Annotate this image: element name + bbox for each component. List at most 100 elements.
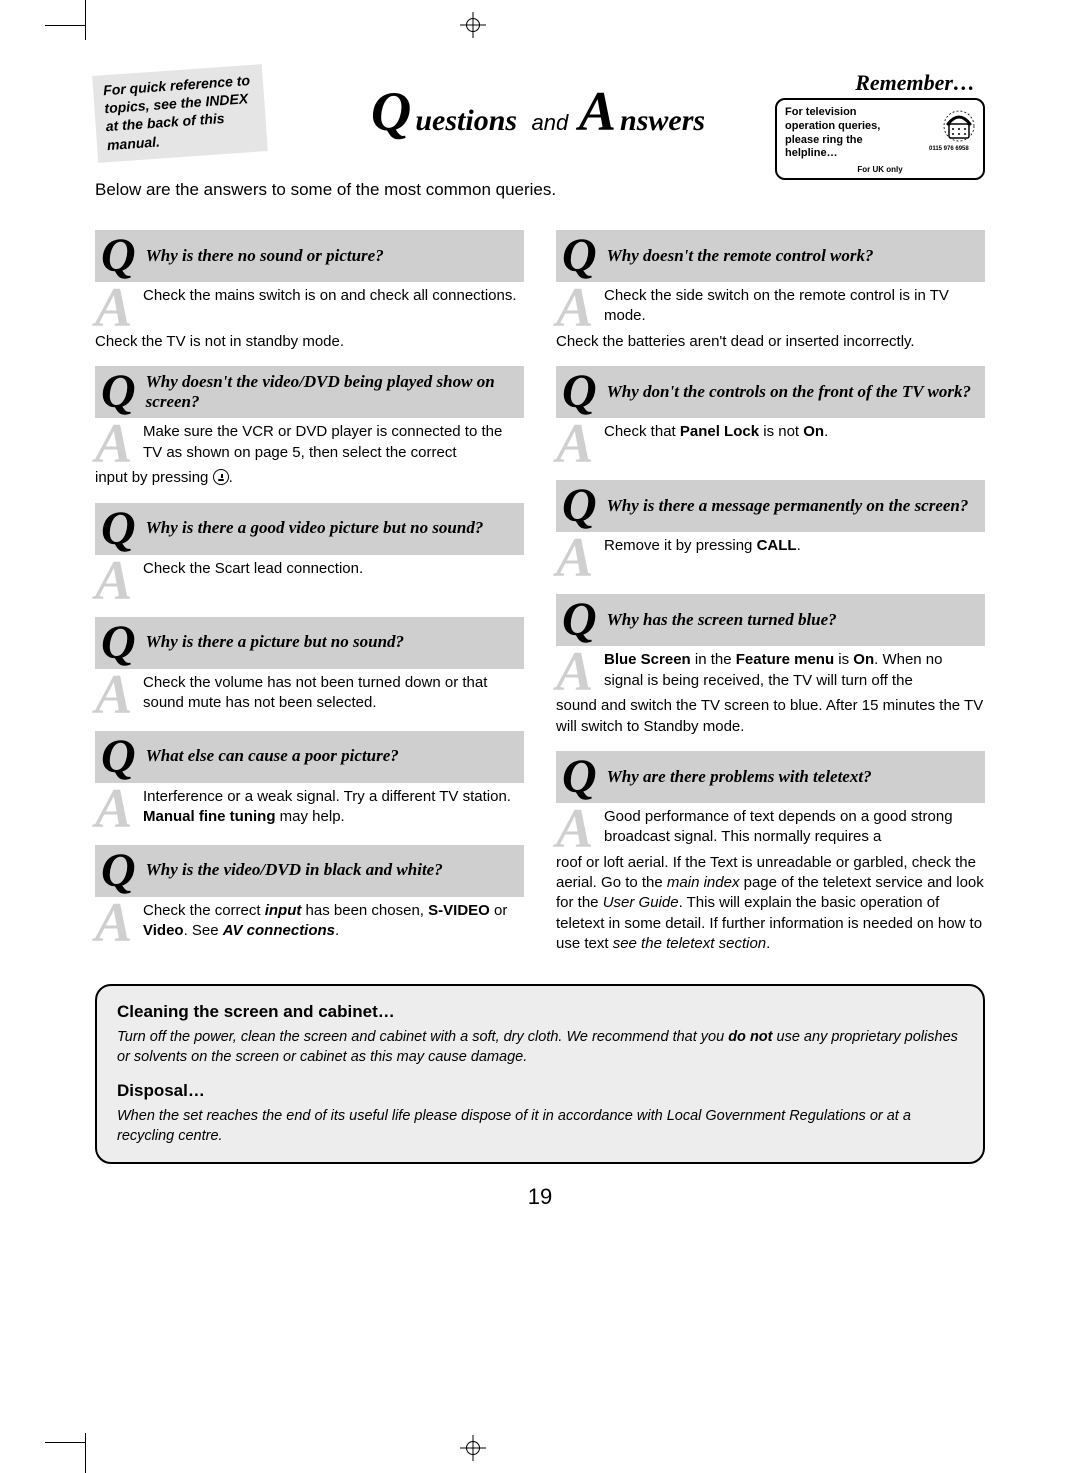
remember-heading: Remember… [775,70,985,96]
answer-block: ACheck the side switch on the remote con… [556,286,985,330]
page-title: Questions and Answers [371,80,709,144]
a-letter-icon: A [556,416,593,472]
helpline-line: For television [785,106,905,120]
a-letter-icon: A [95,553,132,609]
answer-text: Check that Panel Lock is not On. [556,422,985,466]
helpline-card: For television operation queries, please… [775,98,985,180]
crop-mark [85,0,86,40]
a-letter-icon: A [556,644,593,700]
question-text: Why is there a good video picture but no… [146,518,484,538]
q-letter-icon: Q [101,232,146,280]
a-letter-icon: A [556,530,593,586]
question-row: QWhy doesn't the video/DVD being played … [95,366,524,418]
title-q-cap: Q [371,81,411,143]
helpline-line: please ring the [785,134,905,148]
question-text: Why is there no sound or picture? [146,246,384,266]
question-text: What else can cause a poor picture? [146,746,399,766]
qa-columns: QWhy is there no sound or picture?ACheck… [95,216,985,954]
question-text: Why is there a message permanently on th… [607,496,969,516]
manual-page: For quick reference to topics, see the I… [0,0,1080,1473]
question-row: QWhy is there a good video picture but n… [95,503,524,555]
answer-continuation: sound and switch the TV screen to blue. … [556,696,985,737]
crop-mark [45,1442,85,1443]
q-letter-icon: Q [562,482,607,530]
remember-callout: Remember… For television operation queri… [775,70,985,180]
question-row: QWhy is there a picture but no sound? [95,617,524,669]
answer-continuation: roof or loft aerial. If the Text is unre… [556,853,985,954]
a-letter-icon: A [556,280,593,336]
answer-continuation: Check the TV is not in standby mode. [95,332,524,352]
a-letter-icon: A [95,667,132,723]
answer-text: Check the mains switch is on and check a… [95,286,524,330]
page-header: For quick reference to topics, see the I… [95,70,985,170]
answer-text: Check the Scart lead connection. [95,559,524,603]
q-letter-icon: Q [562,753,607,801]
index-reference-note: For quick reference to topics, see the I… [92,64,268,162]
q-letter-icon: Q [101,733,146,781]
helpline-line: helpline… [785,147,905,161]
answer-block: AGood performance of text depends on a g… [556,807,985,851]
answer-continuation: Check the batteries aren't dead or inser… [556,332,985,352]
telephone-icon: 0115 976 6958 [915,106,975,152]
q-letter-icon: Q [101,368,146,416]
disposal-heading: Disposal… [117,1081,963,1101]
question-text: Why is the video/DVD in black and white? [146,860,443,880]
answer-text: Make sure the VCR or DVD player is conne… [95,422,524,466]
answer-text: Blue Screen in the Feature menu is On. W… [556,650,985,694]
answer-block: ACheck the Scart lead connection. [95,559,524,603]
question-text: Why is there a picture but no sound? [146,632,404,652]
answer-continuation: input by pressing . [95,468,524,488]
helpline-uk-note: For UK only [785,165,975,174]
q-letter-icon: Q [101,847,146,895]
question-text: Why doesn't the remote control work? [607,246,874,266]
title-a-cap: A [579,81,616,143]
intro-text: Below are the answers to some of the mos… [95,180,985,200]
answer-block: ACheck that Panel Lock is not On. [556,422,985,466]
question-row: QWhat else can cause a poor picture? [95,731,524,783]
cleaning-text: Turn off the power, clean the screen and… [117,1028,963,1067]
answer-block: ACheck the mains switch is on and check … [95,286,524,330]
page-number: 19 [95,1184,985,1210]
disposal-text: When the set reaches the end of its usef… [117,1107,963,1146]
answer-block: ABlue Screen in the Feature menu is On. … [556,650,985,694]
qa-column-right: QWhy doesn't the remote control work?ACh… [556,216,985,954]
answer-text: Good performance of text depends on a go… [556,807,985,851]
question-row: QWhy has the screen turned blue? [556,594,985,646]
q-letter-icon: Q [562,232,607,280]
q-letter-icon: Q [101,619,146,667]
title-q-rest: uestions [411,104,521,137]
cleaning-heading: Cleaning the screen and cabinet… [117,1002,963,1022]
question-row: QWhy don't the controls on the front of … [556,366,985,418]
question-row: QWhy is the video/DVD in black and white… [95,845,524,897]
question-row: QWhy is there no sound or picture? [95,230,524,282]
answer-block: AInterference or a weak signal. Try a di… [95,787,524,831]
source-select-icon [213,469,229,485]
title-a-rest: nswers [616,104,709,137]
registration-mark [460,1435,486,1461]
a-letter-icon: A [95,280,132,336]
answer-text: Interference or a weak signal. Try a dif… [95,787,524,831]
question-text: Why don't the controls on the front of t… [607,382,971,402]
answer-block: AMake sure the VCR or DVD player is conn… [95,422,524,466]
q-letter-icon: Q [562,368,607,416]
registration-mark [460,12,486,38]
qa-column-left: QWhy is there no sound or picture?ACheck… [95,216,524,954]
question-row: QWhy are there problems with teletext? [556,751,985,803]
answer-block: ARemove it by pressing CALL. [556,536,985,580]
q-letter-icon: Q [101,505,146,553]
additional-info-box: Cleaning the screen and cabinet… Turn of… [95,984,985,1164]
crop-mark [45,25,85,26]
q-letter-icon: Q [562,596,607,644]
a-letter-icon: A [95,781,132,837]
helpline-line: operation queries, [785,120,905,134]
question-text: Why has the screen turned blue? [607,610,837,630]
question-text: Why doesn't the video/DVD being played s… [146,372,514,413]
title-and: and [526,110,575,135]
question-row: QWhy doesn't the remote control work? [556,230,985,282]
answer-text: Check the side switch on the remote cont… [556,286,985,330]
answer-block: ACheck the volume has not been turned do… [95,673,524,717]
answer-text: Remove it by pressing CALL. [556,536,985,580]
answer-text: Check the volume has not been turned dow… [95,673,524,717]
a-letter-icon: A [556,801,593,857]
question-text: Why are there problems with teletext? [607,767,872,787]
